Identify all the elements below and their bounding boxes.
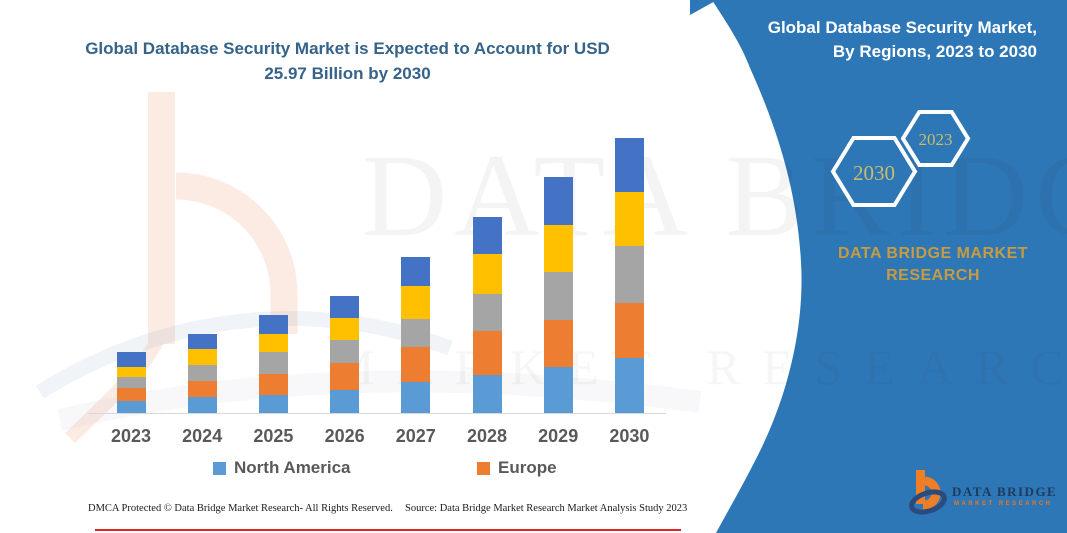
x-axis-label-2027: 2027 <box>395 426 436 446</box>
watermark-text-secondary: MARKET RESEARCH <box>330 338 1067 396</box>
bottom-red-line <box>95 529 681 531</box>
bar-segment-north-america <box>116 401 146 413</box>
bar-segment-unlabeled-region-yellow <box>401 286 431 319</box>
x-axis-label-2028: 2028 <box>466 426 508 446</box>
x-axis-label-2025: 2025 <box>253 426 294 446</box>
banner-heading-line2: By Regions, 2023 to 2030 <box>832 42 1037 61</box>
bar-segment-unlabeled-region-gray <box>116 377 146 388</box>
brand-caption-line1: DATA BRIDGE MARKET <box>837 245 1029 262</box>
hexagon-2023 <box>900 110 971 167</box>
legend-label: Europe <box>498 458 557 477</box>
bar-segment-unlabeled-region-darkblue <box>116 352 146 367</box>
x-axis-label-2023: 2023 <box>110 426 152 446</box>
bar-segment-europe <box>614 303 644 358</box>
bar-segment-north-america <box>187 397 217 413</box>
dbmr-logo-b-icon <box>909 470 947 515</box>
bar-segment-unlabeled-region-darkblue <box>330 296 360 318</box>
bar-segment-north-america <box>258 395 288 413</box>
bar-segment-europe <box>401 347 431 382</box>
bar-segment-unlabeled-region-yellow <box>543 225 573 272</box>
bar-segment-europe <box>258 374 288 395</box>
bar-segment-unlabeled-region-darkblue <box>258 315 288 334</box>
bar-segment-europe <box>543 320 573 367</box>
dbmr-logo: DATA BRIDGE MARKET RESEARCH <box>908 468 1056 520</box>
dbmr-logo-subtext: MARKET RESEARCH <box>954 501 1053 507</box>
bar-segment-unlabeled-region-gray <box>187 365 217 381</box>
x-axis-label-2029: 2029 <box>538 426 579 446</box>
x-axis-line <box>88 413 666 414</box>
bar-segment-north-america <box>614 358 644 413</box>
bar-segment-unlabeled-region-darkblue <box>472 217 502 254</box>
hexagon-2023-label: 2023 <box>918 130 953 149</box>
legend-item-europe: Europe <box>477 458 557 477</box>
bar-segment-north-america <box>472 375 502 413</box>
x-axis-label-2030: 2030 <box>609 426 650 446</box>
bar-segment-unlabeled-region-yellow <box>614 192 644 246</box>
bar-segment-europe <box>187 381 217 397</box>
bar-segment-unlabeled-region-darkblue <box>187 334 217 349</box>
bar-segment-unlabeled-region-gray <box>472 294 502 331</box>
footer-source-text: Source: Data Bridge Market Research Mark… <box>405 503 688 514</box>
bar-segment-unlabeled-region-yellow <box>330 318 360 340</box>
banner-polygon <box>712 0 1067 533</box>
bar-segment-north-america <box>543 367 573 413</box>
bar-segment-north-america <box>401 382 431 413</box>
hexagon-2030 <box>830 136 918 207</box>
bar-segment-europe <box>472 331 502 375</box>
chart-title: Global Database Security Market is Expec… <box>85 39 610 83</box>
bar-segment-unlabeled-region-yellow <box>472 254 502 294</box>
legend-swatch <box>477 461 490 475</box>
dbmr-logo-wordmark: DATA BRIDGE <box>952 484 1058 499</box>
watermark-b-logo-stem <box>148 92 175 344</box>
bar-segment-europe <box>116 388 146 401</box>
dbmr-logo-swoosh-icon <box>909 489 947 515</box>
bar-segment-unlabeled-region-yellow <box>187 349 217 365</box>
bar-segment-unlabeled-region-gray <box>258 352 288 374</box>
bar-segment-unlabeled-region-gray <box>401 319 431 347</box>
legend-item-north-america: North America <box>213 458 351 477</box>
bar-segment-europe <box>330 363 360 390</box>
x-axis-label-2026: 2026 <box>324 426 365 446</box>
bar-segment-north-america <box>330 390 360 413</box>
brand-caption: DATA BRIDGE MARKET RESEARCH <box>828 243 1038 287</box>
bar-segment-unlabeled-region-darkblue <box>614 138 644 192</box>
bar-segment-unlabeled-region-darkblue <box>401 257 431 286</box>
bar-segment-unlabeled-region-gray <box>330 340 360 363</box>
banner-heading: Global Database Security Market, By Regi… <box>737 16 1037 64</box>
legend-swatch <box>213 461 226 475</box>
brand-caption-line2: RESEARCH <box>886 267 980 284</box>
bar-segment-unlabeled-region-gray <box>614 246 644 303</box>
bar-segment-unlabeled-region-yellow <box>258 334 288 352</box>
bar-segment-unlabeled-region-darkblue <box>543 177 573 225</box>
bar-segment-unlabeled-region-yellow <box>116 367 146 377</box>
hexagon-2030-label: 2030 <box>853 161 895 185</box>
legend-label: North America <box>234 458 351 477</box>
x-axis-label-2024: 2024 <box>182 426 223 446</box>
footer-dmca-text: DMCA Protected © Data Bridge Market Rese… <box>88 503 393 514</box>
bar-segment-unlabeled-region-gray <box>543 272 573 320</box>
banner-heading-line1: Global Database Security Market, <box>767 18 1037 37</box>
